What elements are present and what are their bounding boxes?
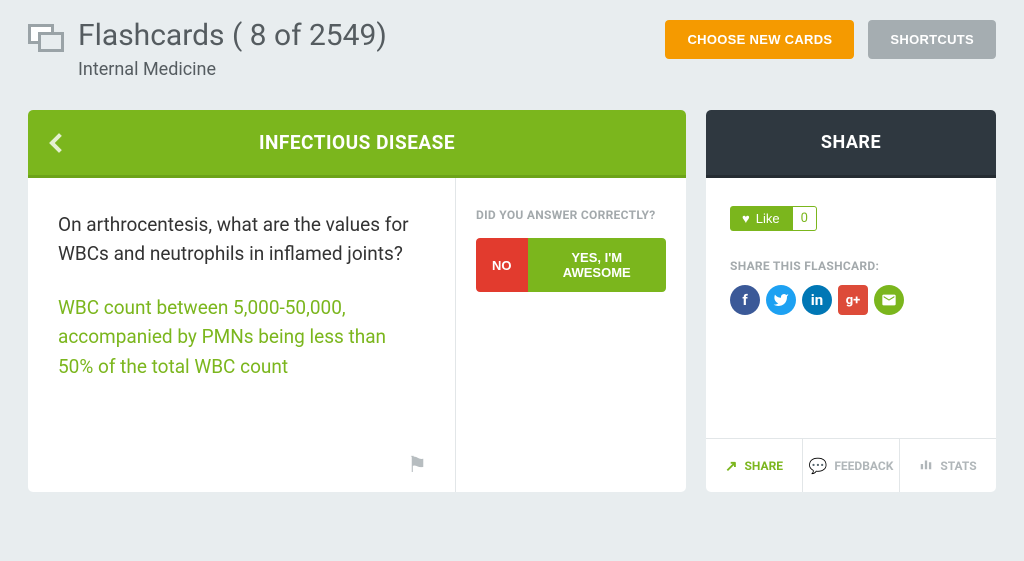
twitter-icon[interactable] <box>766 285 796 315</box>
linkedin-icon[interactable]: in <box>802 285 832 315</box>
stats-icon <box>919 457 933 475</box>
footer-share-button[interactable]: ↗ SHARE <box>706 439 803 492</box>
facebook-icon[interactable]: f <box>730 285 760 315</box>
flashcard-question: On arthrocentesis, what are the values f… <box>58 210 425 269</box>
answer-prompt: DID YOU ANSWER CORRECTLY? <box>476 208 666 222</box>
share-label: SHARE THIS FLASHCARD: <box>730 259 972 273</box>
share-icon: ↗ <box>725 457 738 475</box>
answer-yes-button[interactable]: YES, I'M AWESOME <box>528 238 667 292</box>
share-header: SHARE <box>706 110 996 178</box>
like-button[interactable]: ♥ Like <box>730 206 792 231</box>
heart-icon: ♥ <box>742 211 750 226</box>
like-count: 0 <box>792 206 817 231</box>
category-bar: INFECTIOUS DISEASE <box>28 110 686 178</box>
email-icon[interactable] <box>874 285 904 315</box>
feedback-icon: 💬 <box>809 457 828 475</box>
footer-feedback-button[interactable]: 💬 FEEDBACK <box>803 439 900 492</box>
googleplus-icon[interactable]: g+ <box>838 285 868 315</box>
flag-icon[interactable]: ⚑ <box>407 453 427 478</box>
answer-no-button[interactable]: NO <box>476 238 528 292</box>
flashcard-answer: WBC count between 5,000-50,000, accompan… <box>58 293 425 381</box>
footer-stats-button[interactable]: STATS <box>900 439 996 492</box>
category-label: INFECTIOUS DISEASE <box>28 131 686 154</box>
page-title: Flashcards ( 8 of 2549) <box>78 18 665 53</box>
shortcuts-button[interactable]: SHORTCUTS <box>868 20 996 59</box>
footer-share-label: SHARE <box>745 459 783 473</box>
flashcards-icon <box>28 24 68 60</box>
page-subtitle: Internal Medicine <box>78 59 665 80</box>
footer-stats-label: STATS <box>940 459 976 473</box>
choose-new-cards-button[interactable]: CHOOSE NEW CARDS <box>665 20 854 59</box>
footer-feedback-label: FEEDBACK <box>834 459 893 473</box>
like-label: Like <box>756 211 780 226</box>
